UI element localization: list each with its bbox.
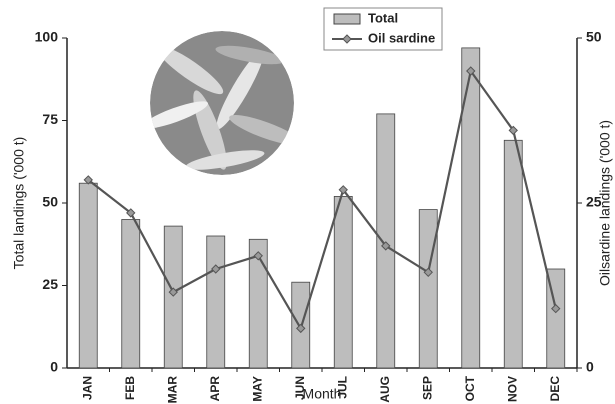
x-tick-label: JUN [293, 376, 307, 400]
x-tick-label: JUL [335, 376, 349, 399]
bar [504, 140, 522, 368]
legend-swatch [334, 14, 360, 24]
y-axis-title: Total landings ('000 t) [11, 137, 27, 270]
x-tick-label: JAN [80, 376, 94, 400]
x-tick-label: OCT [463, 375, 477, 401]
y-tick-label: 75 [42, 111, 58, 127]
y-tick-label: 25 [42, 276, 58, 292]
bar [164, 226, 182, 368]
chart: Month Total landings ('000 t) Oilsardine… [0, 0, 615, 404]
bar [419, 210, 437, 368]
legend-label: Total [368, 10, 398, 25]
bar [79, 183, 97, 368]
x-tick-label: DEC [548, 376, 562, 402]
y2-tick-label: 0 [586, 359, 594, 375]
x-tick-label: AUG [378, 376, 392, 403]
y-tick-label: 50 [42, 194, 58, 210]
bar [207, 236, 225, 368]
y2-tick-label: 50 [586, 29, 602, 45]
bar [122, 220, 140, 369]
x-tick-label: APR [208, 376, 222, 402]
y-tick-label: 0 [50, 359, 58, 375]
x-tick-label: NOV [505, 376, 519, 402]
x-tick-label: MAR [165, 376, 179, 404]
x-tick-label: SEP [420, 376, 434, 400]
y-tick-label: 100 [35, 29, 59, 45]
fish-photo [140, 31, 304, 175]
legend-label: Oil sardine [368, 30, 435, 45]
x-tick-label: FEB [123, 376, 137, 400]
x-tick-label: MAY [250, 376, 264, 402]
bar [377, 114, 395, 368]
bar [334, 196, 352, 368]
y2-tick-label: 25 [586, 194, 602, 210]
